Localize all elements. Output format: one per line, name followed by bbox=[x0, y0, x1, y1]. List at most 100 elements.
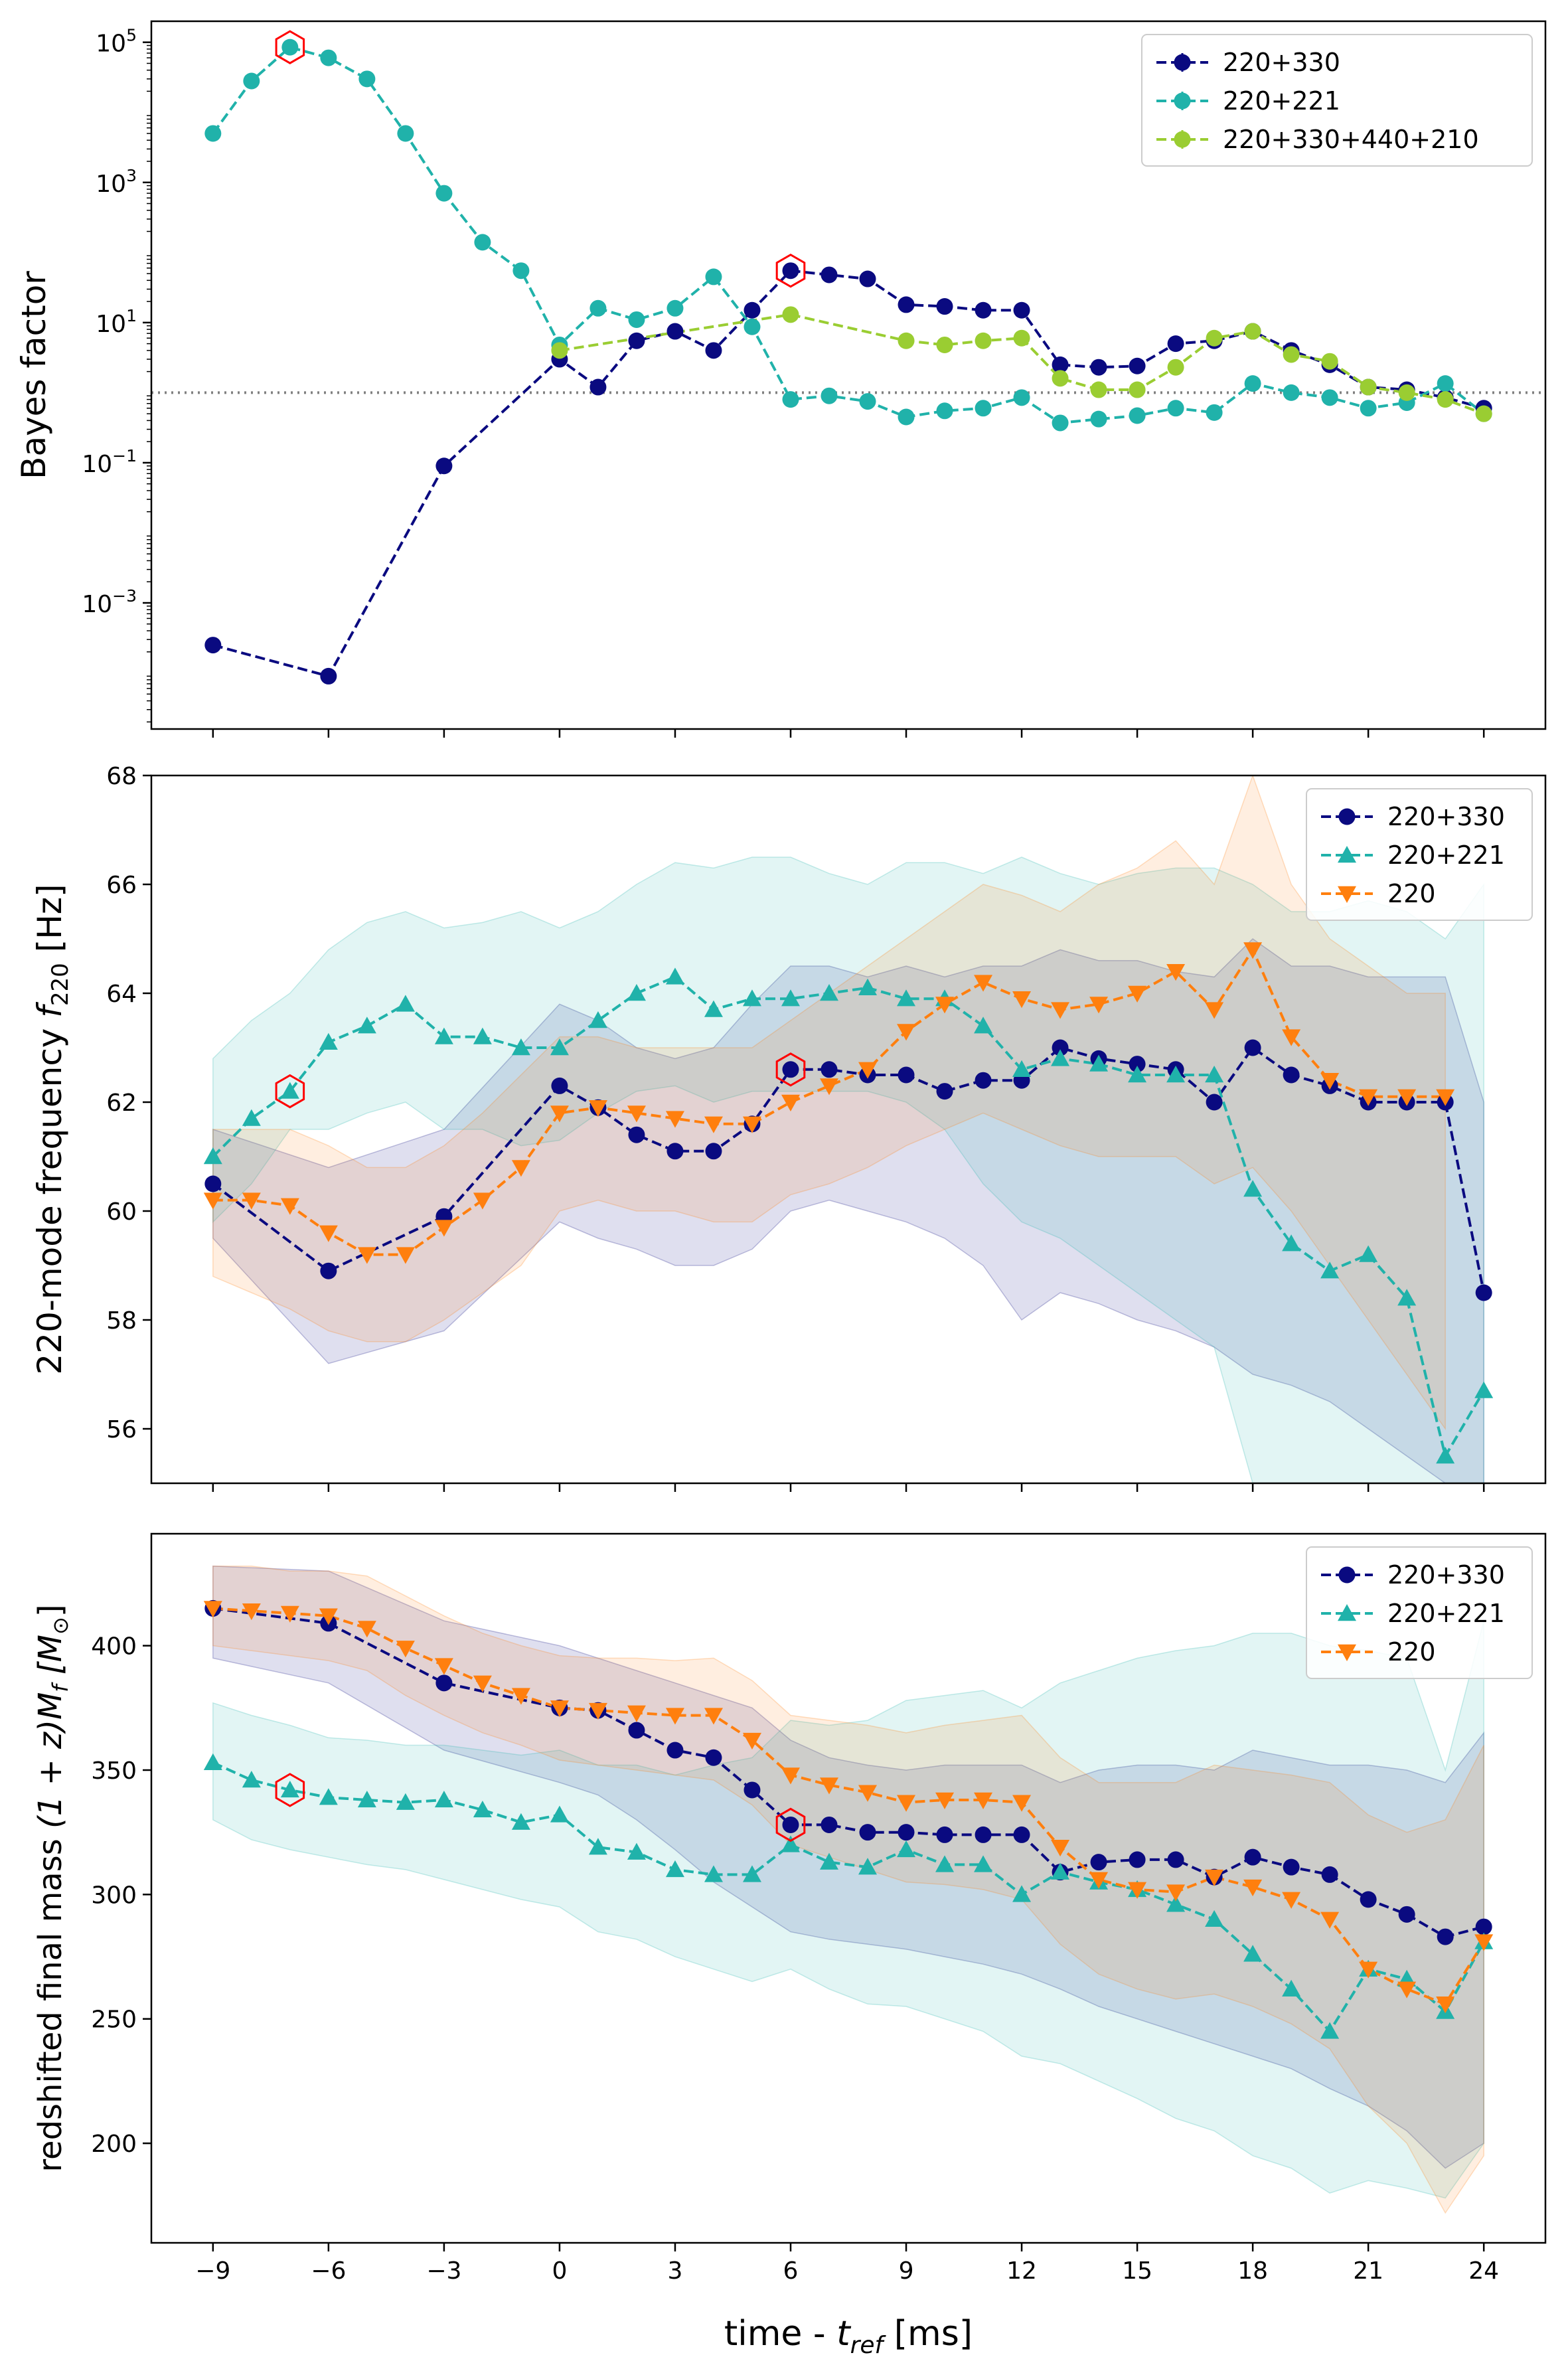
data-point-220-330-440-210 bbox=[1052, 370, 1069, 387]
series-line-220 bbox=[212, 1607, 1485, 2006]
data-point-220-221 bbox=[898, 408, 915, 426]
data-point-220-330 bbox=[1437, 1928, 1454, 1945]
data-point-220-330-440-210 bbox=[1398, 384, 1415, 401]
series-line-220-330 bbox=[212, 1607, 1484, 1939]
data-point-220-221 bbox=[1166, 1066, 1186, 1083]
highlight-marker bbox=[775, 1807, 806, 1842]
data-point-220-221 bbox=[242, 1770, 261, 1788]
y-tick-base: 10 bbox=[96, 171, 126, 198]
data-point-220-221 bbox=[1089, 1054, 1109, 1072]
data-point-220 bbox=[1205, 1002, 1224, 1019]
data-point-220-330 bbox=[1398, 1906, 1415, 1923]
data-point-220 bbox=[858, 1062, 878, 1079]
data-point-220 bbox=[1359, 1961, 1378, 1979]
data-point-220-330 bbox=[435, 1674, 453, 1692]
data-point-220 bbox=[781, 1767, 800, 1785]
data-point-220-221 bbox=[280, 1780, 299, 1798]
data-point-220-221 bbox=[704, 1865, 723, 1882]
data-point-220-330 bbox=[666, 323, 684, 340]
x-tick-label: 3 bbox=[667, 2257, 682, 2285]
data-point-220 bbox=[319, 1608, 338, 1625]
legend-marker-220-330 bbox=[1174, 54, 1191, 71]
highlight-marker bbox=[775, 1052, 806, 1087]
data-point-220-221 bbox=[1206, 404, 1223, 421]
data-point-220-221 bbox=[1282, 1979, 1301, 1996]
x-tick-label: 6 bbox=[783, 2257, 799, 2285]
data-point-220-330 bbox=[1090, 359, 1107, 376]
data-point-220 bbox=[665, 1111, 684, 1128]
data-point-220 bbox=[1166, 1884, 1186, 1902]
y-tick-label: 400 bbox=[91, 1633, 137, 1661]
data-point-220-330 bbox=[821, 1816, 838, 1833]
data-point-220-330-440-210 bbox=[1167, 359, 1184, 376]
data-point-220 bbox=[1282, 1029, 1301, 1046]
legend-label-220-221: 220+221 bbox=[1387, 1599, 1505, 1628]
data-point-220-330-440-210 bbox=[1090, 381, 1107, 398]
data-point-220-330 bbox=[1283, 1066, 1300, 1084]
data-point-220-221 bbox=[744, 318, 761, 335]
y-tick-label: 300 bbox=[91, 1882, 137, 1909]
data-point-220 bbox=[858, 1785, 878, 1802]
y-tick-exponent: 1 bbox=[126, 306, 137, 325]
series-line-220-221 bbox=[212, 45, 1485, 425]
bayes-factor-axes-frame bbox=[150, 20, 1547, 730]
data-point-220-221 bbox=[1205, 1066, 1224, 1083]
data-point-220-221 bbox=[819, 1852, 838, 1870]
x-tick-label: 21 bbox=[1353, 2257, 1383, 2285]
data-point-220-330 bbox=[936, 1083, 953, 1100]
data-point-220 bbox=[897, 1024, 916, 1041]
data-point-220 bbox=[1359, 1089, 1378, 1106]
data-point-220-221 bbox=[203, 1753, 222, 1770]
data-point-220-221 bbox=[1244, 375, 1261, 392]
final-mass-panel: 200 250 300 350 400 −9 −6 −3 0 3 6 9 12 15 18 21 24 red… bbox=[32, 1532, 1547, 2285]
y-tick-label: 10−3 bbox=[82, 586, 137, 618]
data-point-220 bbox=[242, 1603, 261, 1621]
data-point-220-221 bbox=[357, 1790, 376, 1808]
frequency-panel: 56 58 60 62 64 66 68 220-mode frequency f220 [… bbox=[31, 763, 1547, 1492]
data-point-220 bbox=[280, 1198, 299, 1215]
data-point-220 bbox=[1128, 985, 1147, 1003]
data-point-220-330 bbox=[705, 342, 722, 359]
data-point-220-330 bbox=[666, 1742, 684, 1759]
x-tick-label: 0 bbox=[552, 2257, 567, 2285]
y-tick-exponent: −1 bbox=[112, 446, 137, 465]
data-point-220-221 bbox=[1205, 1910, 1224, 1927]
y-tick-label: 56 bbox=[106, 1416, 137, 1443]
data-point-220-221 bbox=[434, 1027, 453, 1044]
data-point-220-221 bbox=[665, 967, 684, 985]
data-point-220-221 bbox=[512, 262, 530, 280]
data-point-220-330 bbox=[628, 332, 645, 349]
data-point-220-330 bbox=[1244, 1848, 1261, 1866]
data-point-220 bbox=[434, 1220, 453, 1237]
frequency-ylabel-unit: [Hz] bbox=[31, 884, 69, 963]
data-point-220-221 bbox=[974, 1855, 993, 1872]
data-point-220 bbox=[819, 1777, 838, 1795]
data-point-220-221 bbox=[859, 393, 876, 410]
legend-box bbox=[1141, 34, 1533, 167]
highlight-marker bbox=[275, 1074, 305, 1109]
data-point-220-330-440-210 bbox=[1437, 391, 1454, 408]
data-point-220-330 bbox=[898, 1824, 915, 1841]
data-point-220-221 bbox=[1320, 2022, 1340, 2039]
data-point-220 bbox=[1205, 1869, 1224, 1887]
data-point-220 bbox=[1051, 1002, 1070, 1019]
data-point-220-330 bbox=[1167, 1851, 1184, 1868]
data-point-220 bbox=[1320, 1912, 1340, 1929]
data-point-220 bbox=[1436, 1996, 1455, 2014]
frequency-ylabel: 220-mode frequency f220 [Hz] bbox=[31, 884, 74, 1374]
data-point-220-330 bbox=[898, 296, 915, 313]
data-point-220-221 bbox=[1437, 375, 1454, 392]
data-point-220-330 bbox=[821, 1061, 838, 1078]
y-tick-label: 64 bbox=[106, 981, 137, 1008]
data-point-220-221 bbox=[935, 1855, 955, 1872]
data-point-220-330 bbox=[975, 1826, 992, 1843]
data-point-220 bbox=[1474, 1934, 1494, 1951]
xlabel-unit: [ms] bbox=[883, 2314, 973, 2354]
data-point-220-221 bbox=[550, 1805, 569, 1823]
data-point-220-221 bbox=[1052, 414, 1069, 432]
y-tick-label: 250 bbox=[91, 2006, 137, 2034]
series-line-220-221 bbox=[212, 1761, 1485, 2034]
data-point-220 bbox=[1436, 1089, 1455, 1106]
data-point-220 bbox=[550, 1700, 569, 1718]
data-point-220-221 bbox=[705, 268, 722, 285]
